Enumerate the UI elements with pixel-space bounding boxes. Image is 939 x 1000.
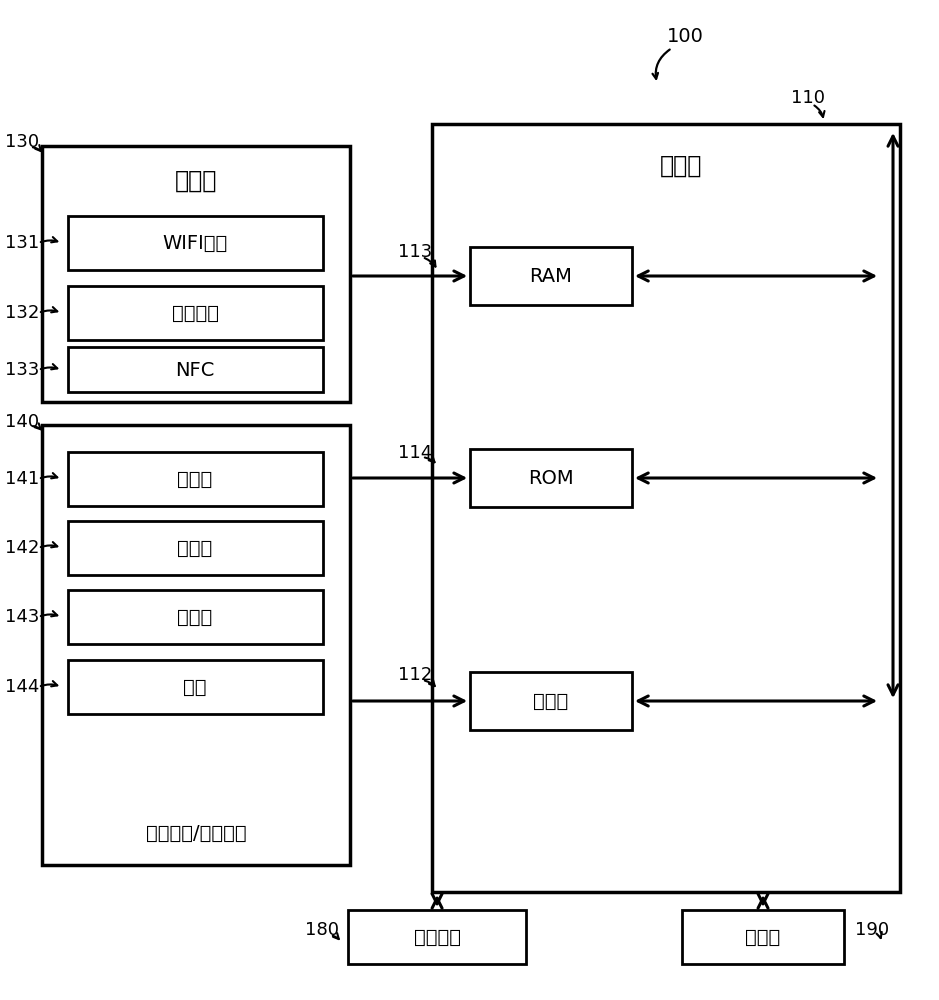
Text: 传感器: 传感器 bbox=[177, 607, 213, 626]
Bar bbox=[470, 247, 632, 305]
Text: 132: 132 bbox=[5, 304, 39, 322]
Text: 控制器: 控制器 bbox=[660, 154, 702, 178]
Text: 130: 130 bbox=[5, 133, 39, 151]
Bar bbox=[432, 124, 900, 892]
Text: 190: 190 bbox=[854, 921, 889, 939]
Text: 113: 113 bbox=[398, 243, 432, 261]
Text: 114: 114 bbox=[398, 444, 432, 462]
Text: 100: 100 bbox=[667, 27, 703, 46]
Text: 110: 110 bbox=[791, 89, 825, 107]
Bar bbox=[69, 521, 323, 575]
Text: ROM: ROM bbox=[529, 468, 574, 488]
Text: 131: 131 bbox=[5, 234, 39, 252]
Bar bbox=[42, 425, 350, 865]
Text: 140: 140 bbox=[5, 413, 39, 431]
Text: 供电电源: 供电电源 bbox=[413, 928, 460, 946]
Text: 按键: 按键 bbox=[183, 678, 207, 696]
Bar bbox=[42, 146, 350, 402]
Text: NFC: NFC bbox=[176, 360, 215, 379]
Text: 144: 144 bbox=[5, 678, 39, 696]
Bar bbox=[348, 910, 526, 964]
Bar bbox=[69, 590, 323, 644]
Text: 蓝牙模块: 蓝牙模块 bbox=[172, 304, 219, 322]
Bar bbox=[69, 452, 323, 506]
Text: 142: 142 bbox=[5, 539, 39, 557]
Text: WIFI模块: WIFI模块 bbox=[162, 233, 228, 252]
Bar bbox=[682, 910, 844, 964]
Text: 触摸板: 触摸板 bbox=[177, 538, 213, 558]
Text: 133: 133 bbox=[5, 361, 39, 379]
Text: 用户输入/输出接口: 用户输入/输出接口 bbox=[146, 824, 246, 842]
Text: 180: 180 bbox=[305, 921, 339, 939]
Text: 处理器: 处理器 bbox=[533, 692, 569, 710]
Text: 143: 143 bbox=[5, 608, 39, 626]
Text: 141: 141 bbox=[5, 470, 39, 488]
Text: 麦克风: 麦克风 bbox=[177, 470, 213, 488]
Bar bbox=[69, 216, 323, 270]
Bar bbox=[69, 347, 323, 392]
Bar bbox=[470, 449, 632, 507]
Text: 存储器: 存储器 bbox=[746, 928, 780, 946]
Bar bbox=[69, 660, 323, 714]
Text: 112: 112 bbox=[398, 666, 432, 684]
Text: 通信器: 通信器 bbox=[175, 169, 217, 193]
Bar bbox=[470, 672, 632, 730]
Text: RAM: RAM bbox=[530, 266, 573, 286]
Bar bbox=[69, 286, 323, 340]
